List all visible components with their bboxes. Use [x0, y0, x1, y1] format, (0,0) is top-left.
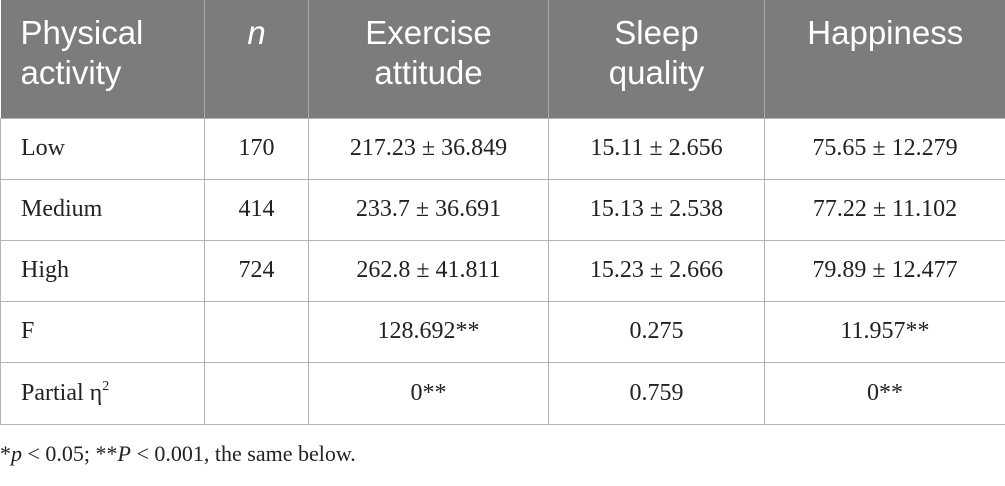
table-row: Partial η2 0** 0.759 0** [0, 361, 1005, 425]
header-line: attitude [374, 54, 483, 91]
footnote-text: < 0.001, the same below. [130, 441, 356, 466]
header-n: n [204, 0, 309, 118]
cell-sleep: 0.275 [548, 300, 765, 363]
superscript: 2 [102, 379, 110, 394]
cell-happiness: 11.957** [764, 300, 1005, 363]
cell-happiness: 79.89 ± 12.477 [764, 239, 1005, 302]
header-line: activity [20, 54, 122, 91]
header-exercise-attitude: Exercise attitude [308, 0, 549, 118]
header-physical-activity: Physical activity [1, 0, 205, 118]
row-label: Medium [0, 178, 205, 241]
footnote-symbol: * [0, 441, 11, 466]
cell-exercise: 217.23 ± 36.849 [308, 117, 549, 180]
cell-sleep: 15.11 ± 2.656 [548, 117, 765, 180]
cell-exercise: 233.7 ± 36.691 [308, 178, 549, 241]
cell-happiness: 0** [764, 361, 1005, 425]
table-row: High 724 262.8 ± 41.811 15.23 ± 2.666 79… [0, 239, 1005, 302]
header-line: Physical [20, 14, 144, 51]
footnote-var-P: P [117, 441, 131, 466]
table-header: Physical activity n Exercise attitude Sl… [0, 0, 1005, 118]
row-label-text: Partial η [21, 380, 103, 406]
header-line: quality [608, 54, 705, 91]
cell-n: 170 [204, 117, 309, 180]
cell-n: 414 [204, 178, 309, 241]
table-body: Low 170 217.23 ± 36.849 15.11 ± 2.656 75… [0, 117, 1005, 425]
anova-table: Physical activity n Exercise attitude Sl… [0, 0, 1005, 425]
footnote-var-p: p [11, 441, 22, 466]
header-line: Exercise [365, 14, 492, 51]
table-row: F 128.692** 0.275 11.957** [0, 300, 1005, 363]
cell-happiness: 77.22 ± 11.102 [764, 178, 1005, 241]
cell-exercise: 0** [308, 361, 549, 425]
row-label: High [0, 239, 205, 302]
header-line: Happiness [807, 14, 964, 51]
footnote-text: < 0.05; ** [22, 441, 118, 466]
cell-sleep: 0.759 [548, 361, 765, 425]
cell-happiness: 75.65 ± 12.279 [764, 117, 1005, 180]
table-footnote: *p < 0.05; **P < 0.001, the same below. [0, 441, 356, 467]
cell-n: 724 [204, 239, 309, 302]
header-line: n [247, 14, 266, 51]
row-label: Low [0, 117, 205, 180]
cell-sleep: 15.23 ± 2.666 [548, 239, 765, 302]
table-row: Low 170 217.23 ± 36.849 15.11 ± 2.656 75… [0, 117, 1005, 180]
table-row: Medium 414 233.7 ± 36.691 15.13 ± 2.538 … [0, 178, 1005, 241]
row-label: Partial η2 [0, 361, 205, 425]
cell-exercise: 262.8 ± 41.811 [308, 239, 549, 302]
cell-exercise: 128.692** [308, 300, 549, 363]
header-line: Sleep [614, 14, 699, 51]
header-sleep-quality: Sleep quality [548, 0, 765, 118]
cell-sleep: 15.13 ± 2.538 [548, 178, 765, 241]
row-label: F [0, 300, 205, 363]
header-happiness: Happiness [764, 0, 1005, 118]
cell-n [204, 361, 309, 425]
cell-n [204, 300, 309, 363]
header-row: Physical activity n Exercise attitude Sl… [0, 0, 1005, 118]
